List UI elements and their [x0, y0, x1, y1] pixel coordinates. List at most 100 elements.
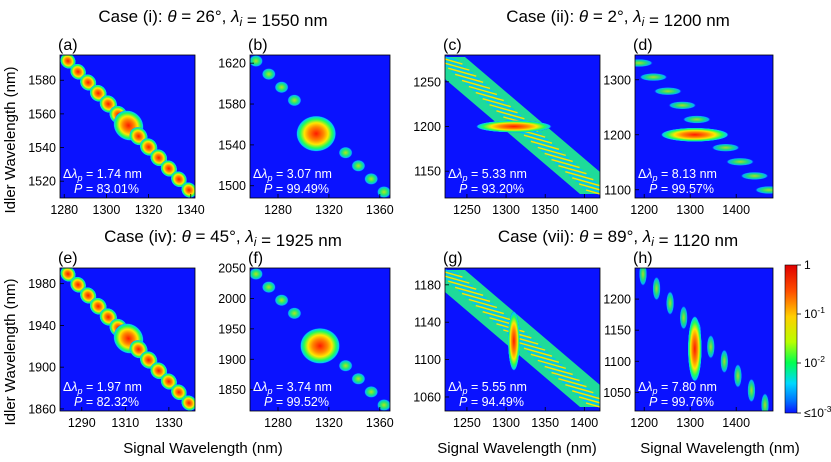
stripe [575, 393, 600, 402]
y-tick-label: 1100 [604, 183, 631, 197]
stripe [572, 177, 600, 187]
y-tick-label: 1560 [28, 107, 56, 121]
stripe [445, 58, 463, 65]
stripe [445, 62, 470, 71]
stripe [454, 73, 484, 83]
heatmap-d [635, 59, 773, 194]
x-axis-label-1: Signal Wavelength (nm) [123, 440, 283, 457]
stripe [523, 134, 553, 144]
y-tick-label: 1850 [218, 383, 246, 397]
purity-annotation: P = 82.32% [74, 395, 139, 409]
y-tick-label: 1140 [414, 316, 441, 330]
stripe [568, 174, 597, 184]
lobe [60, 55, 76, 69]
main-lobe [296, 115, 337, 152]
panel-label: (c) [443, 37, 462, 54]
panel-frame [634, 54, 774, 199]
y-tick-label: 2000 [218, 292, 246, 306]
panel-g: (g) 1250 1300 1350 1400 1060 1100 1140 1180 Δλp =… [413, 250, 601, 430]
stripe [561, 381, 591, 391]
panel-label: (h) [633, 250, 653, 267]
x-tick-label: 1290 [68, 416, 96, 430]
stripe [482, 97, 511, 108]
stripe [516, 341, 546, 351]
panel-f: (f) 1280 1320 1360 1850 1900 1950 2000 2050 Δλp =… [218, 250, 394, 430]
lobe [351, 372, 366, 385]
stripe [458, 289, 487, 300]
lobe [740, 171, 769, 180]
purity-annotation: P = 99.49% [264, 182, 329, 196]
main-lobe [507, 310, 520, 371]
x-tick-label: 1300 [93, 203, 121, 217]
case-title-ii: Case (ii): θ = 2°, λi = 1200 nm [506, 7, 730, 30]
lobe [60, 268, 76, 282]
stripe [551, 371, 580, 382]
stripe [578, 183, 600, 191]
y-tick-label: 1980 [28, 277, 56, 291]
x-tick-label: 1400 [722, 203, 750, 217]
purity-annotation: P = 93.20% [459, 182, 524, 196]
stripe [445, 60, 467, 68]
stripe [499, 113, 529, 123]
colorbar-tick-label: 10-2 [804, 354, 825, 370]
stripe [458, 76, 487, 87]
lobe [652, 276, 661, 301]
panel-e: (e) 1290 1310 1330 1860 1900 1940 1980 Δλp = 1.9… [28, 250, 196, 430]
panels: (a) 1280 1300 1320 1340 1520 1540 1560 1580 Δλp =… [28, 37, 774, 430]
panel-a: (a) 1280 1300 1320 1340 1520 1540 1560 1580 Δλp =… [28, 37, 205, 217]
lobe [181, 395, 195, 411]
y-tick-label: 1540 [218, 138, 246, 152]
heatmap-a [60, 55, 195, 198]
lobe [377, 399, 390, 411]
y-tick-label: 1150 [604, 324, 631, 338]
stripe [472, 88, 501, 99]
stripe [527, 137, 556, 147]
y-axis-label-bottom: Idler Wavelength (nm) [2, 278, 19, 425]
main-lobe [687, 315, 702, 382]
y-tick-label: 1900 [218, 353, 246, 367]
stripe [541, 149, 570, 160]
panel-h: (h) 1200 1300 1400 1050 1100 1150 1200 Δλp = 7.8… [603, 250, 774, 430]
x-axis-label-2: Signal Wavelength (nm) [437, 440, 597, 457]
stripe [479, 307, 508, 318]
lobe [170, 171, 187, 188]
heatmap-e [60, 268, 195, 411]
lobe [706, 334, 715, 359]
y-tick-label: 1060 [413, 390, 441, 404]
stripe [568, 387, 597, 397]
panel-frame [59, 54, 196, 199]
purity-annotation: P = 83.01% [74, 182, 139, 196]
x-tick-label: 1350 [531, 203, 559, 217]
panel-frame [634, 267, 774, 412]
lobe [160, 373, 178, 390]
stripe [582, 186, 600, 193]
panel-label: (g) [443, 250, 463, 267]
main-lobe [660, 127, 729, 142]
y-tick-label: 1580 [28, 74, 56, 88]
heatmap-b [250, 55, 390, 198]
panel-d: (d) 1200 1300 1400 1100 1200 1300 Δλp = 8.13 nm… [603, 37, 774, 217]
delta-lambda-annotation: Δλp = 3.74 nm [253, 380, 332, 396]
y-tick-label: 1100 [414, 353, 441, 367]
stripe [468, 298, 498, 309]
stripe [448, 67, 477, 77]
delta-lambda-annotation: Δλp = 5.33 nm [448, 167, 527, 183]
heatmap-h [639, 268, 769, 411]
stripe [445, 56, 460, 62]
stripe [520, 131, 549, 141]
stripe [479, 94, 508, 105]
panel-label: (d) [633, 37, 653, 54]
lobe [170, 384, 187, 401]
x-tick-label: 1330 [155, 416, 183, 430]
stripe [554, 161, 584, 172]
lobe [287, 307, 302, 320]
x-tick-label: 1320 [315, 203, 343, 217]
stripe [461, 292, 491, 303]
lobe [70, 276, 87, 293]
delta-lambda-annotation: Δλp = 3.07 nm [253, 167, 332, 183]
stripe [534, 356, 563, 367]
lobe [755, 186, 773, 194]
stripe [582, 399, 600, 406]
x-tick-label: 1340 [177, 203, 205, 217]
stripe [523, 347, 553, 357]
